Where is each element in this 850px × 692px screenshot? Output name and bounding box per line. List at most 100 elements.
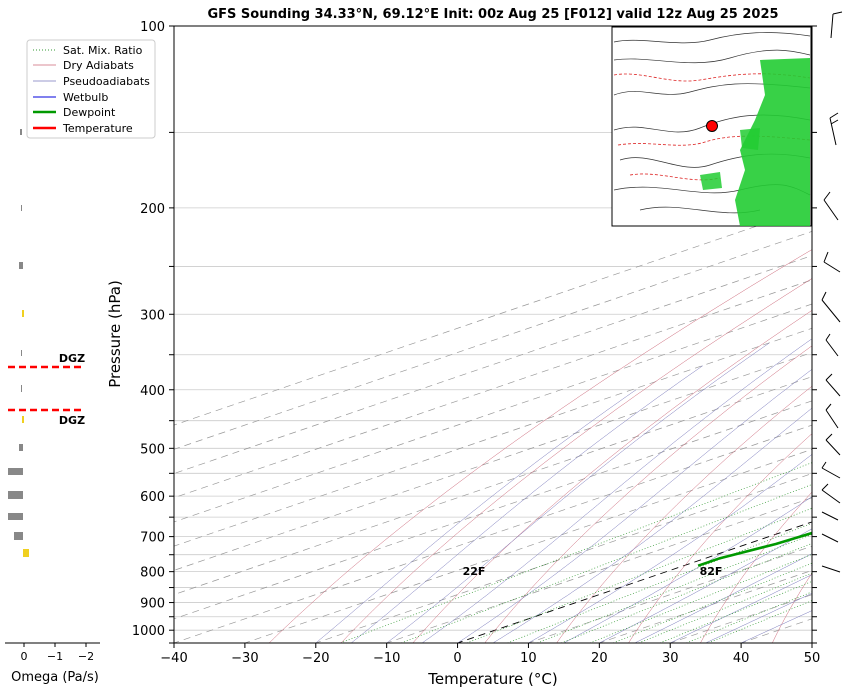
dry-adiabat-line (628, 433, 812, 643)
dry-adiabat-line (412, 310, 812, 643)
omega-panel: 0 −1 −2 Omega (Pa/s) DGZ DGZ (5, 129, 100, 685)
legend-entry: Pseudoadiabats (63, 75, 150, 88)
omega-bar (20, 129, 22, 135)
x-tick-label: −40 (160, 651, 187, 666)
dgz-label-bottom: DGZ (59, 414, 85, 427)
omega-bar (8, 468, 23, 475)
wind-barb (821, 461, 841, 479)
dry-adiabat-line (484, 345, 812, 643)
omega-bar (19, 262, 23, 269)
legend-entry: Dry Adiabats (63, 59, 134, 72)
omega-axis-label: Omega (Pa/s) (11, 670, 99, 685)
isotherm-line (314, 473, 812, 643)
legend-entry: Wetbulb (63, 91, 108, 104)
omega-bar (23, 549, 29, 557)
pseudoadiabat-line (351, 365, 703, 643)
pseudoadiabat-line (492, 407, 812, 643)
plot-layers (174, 0, 850, 655)
omega-tick-label: 0 (21, 650, 28, 663)
y-tick-label: 300 (140, 308, 165, 323)
omega-tick-label: −1 (47, 650, 63, 663)
dry-adiabat-line (840, 0, 850, 655)
sounding-location-marker (706, 120, 718, 132)
y-tick-label: 600 (140, 490, 165, 505)
wind-barb (825, 403, 839, 429)
isotherm-line (174, 327, 812, 547)
wind-barb (829, 112, 839, 146)
y-tick-label: 500 (140, 442, 165, 457)
x-axis-ticks: −40 −30 −20 −10 0 10 20 30 40 50 (160, 643, 820, 666)
pseudoadiabat-line (315, 389, 637, 643)
y-tick-label: 700 (140, 531, 165, 546)
wind-barb (823, 251, 841, 273)
inset-map-contours (613, 32, 811, 214)
dgz-label-top: DGZ (59, 352, 85, 365)
y-tick-label: 900 (140, 597, 165, 612)
wind-barb (825, 433, 841, 456)
y-tick-label: 800 (140, 566, 165, 581)
inset-map-green-area-west (700, 128, 760, 190)
mixing-ratio-line (466, 507, 812, 643)
y-axis-label: Pressure (hPa) (106, 280, 124, 388)
omega-bar (22, 310, 24, 317)
wind-barb (821, 565, 841, 573)
surface-temperature-label: 82F (700, 565, 723, 578)
isotherm-line (174, 352, 812, 571)
surface-dewpoint-label: 22F (463, 565, 486, 578)
x-axis-label: Temperature (°C) (427, 670, 557, 688)
isotherm-line (174, 376, 812, 595)
x-tick-label: −20 (302, 651, 329, 666)
x-tick-label: 30 (662, 651, 679, 666)
mixing-ratio-line (537, 534, 812, 643)
y-axis-ticks: 100 200 300 400 500 600 700 800 900 1000 (132, 20, 817, 644)
isotherm-grid (174, 206, 812, 643)
pseudoadiabat-line (421, 338, 812, 643)
x-tick-label: 40 (733, 651, 750, 666)
pseudoadiabat-line (563, 496, 812, 643)
wind-barbs (821, 11, 843, 573)
mixing-ratio-line (401, 484, 812, 643)
isotherm-line (243, 448, 812, 643)
chart-title: GFS Sounding 34.33°N, 69.12°E Init: 00z … (207, 7, 778, 22)
x-tick-label: −10 (373, 651, 400, 666)
dry-adiabat-line (772, 572, 812, 643)
omega-bar (22, 416, 24, 423)
dry-adiabats (268, 0, 850, 655)
omega-bar (21, 205, 22, 211)
mixing-ratio-lines (340, 462, 812, 643)
mixing-ratio-line (659, 581, 812, 643)
mixing-ratio-line (638, 572, 812, 643)
mixing-ratio-line (340, 462, 812, 643)
isotherm-line (174, 424, 812, 643)
wind-barb (825, 373, 841, 397)
wind-barb (821, 291, 841, 323)
mixing-ratio-line (560, 543, 812, 643)
pseudoadiabat-line (705, 592, 812, 643)
inset-map-green-area (735, 58, 810, 226)
omega-bar (19, 444, 23, 451)
omega-bar (8, 513, 23, 520)
omega-tick-label: −2 (78, 650, 94, 663)
y-tick-label: 100 (140, 20, 165, 35)
zero-isotherm-line (456, 521, 812, 643)
legend-entry: Temperature (62, 122, 133, 135)
dry-adiabat-line (700, 491, 812, 643)
wind-barb (821, 533, 839, 543)
mixing-ratio-line (612, 562, 812, 643)
omega-bar (21, 385, 22, 392)
omega-bar (21, 350, 22, 356)
y-tick-label: 200 (140, 202, 165, 217)
dry-adiabat-line (556, 385, 812, 643)
y-tick-label: 400 (140, 384, 165, 399)
x-tick-label: 0 (453, 651, 461, 666)
legend-entry: Dewpoint (63, 106, 116, 119)
series-line-wetbulb (811, 564, 812, 567)
wind-barb (825, 333, 839, 357)
legend-entry: Sat. Mix. Ratio (63, 44, 143, 57)
y-tick-label: 1000 (132, 624, 165, 639)
x-tick-label: 10 (520, 651, 537, 666)
omega-bar (14, 532, 23, 540)
wind-barb (821, 511, 839, 521)
pseudoadiabat-line (528, 453, 812, 643)
dry-adiabat-line (340, 278, 812, 643)
